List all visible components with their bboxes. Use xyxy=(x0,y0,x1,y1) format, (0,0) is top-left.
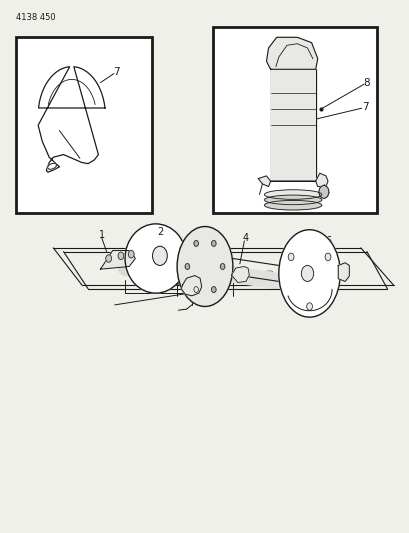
Text: 6: 6 xyxy=(324,236,330,246)
Text: 7: 7 xyxy=(113,67,120,77)
Bar xyxy=(270,69,315,181)
Ellipse shape xyxy=(264,195,321,205)
Circle shape xyxy=(288,253,293,261)
Text: 5: 5 xyxy=(185,263,191,272)
Circle shape xyxy=(128,251,134,258)
Circle shape xyxy=(118,252,124,260)
Text: 8: 8 xyxy=(363,78,369,87)
Circle shape xyxy=(211,240,216,246)
Polygon shape xyxy=(100,251,135,269)
Polygon shape xyxy=(266,37,317,69)
Polygon shape xyxy=(38,67,105,172)
Polygon shape xyxy=(231,266,249,282)
Circle shape xyxy=(318,185,328,198)
Bar xyxy=(16,37,151,213)
Text: 2: 2 xyxy=(156,227,163,237)
Circle shape xyxy=(301,265,313,281)
Text: A: A xyxy=(187,286,193,295)
Bar xyxy=(213,27,376,213)
Circle shape xyxy=(220,263,225,270)
Text: 7: 7 xyxy=(362,102,368,111)
Circle shape xyxy=(324,253,330,261)
Circle shape xyxy=(185,263,189,270)
Ellipse shape xyxy=(47,163,56,169)
Circle shape xyxy=(193,240,198,246)
Circle shape xyxy=(193,287,198,293)
Ellipse shape xyxy=(278,230,339,317)
Ellipse shape xyxy=(177,227,232,306)
Circle shape xyxy=(106,255,111,262)
Text: 1: 1 xyxy=(99,230,105,239)
Ellipse shape xyxy=(264,190,321,199)
Circle shape xyxy=(152,246,167,265)
Circle shape xyxy=(306,303,312,310)
Ellipse shape xyxy=(264,200,321,210)
Polygon shape xyxy=(181,276,201,296)
Polygon shape xyxy=(337,263,348,281)
Circle shape xyxy=(211,287,216,293)
Text: 4: 4 xyxy=(243,233,248,243)
Polygon shape xyxy=(258,173,327,187)
Text: 4138 450: 4138 450 xyxy=(16,13,56,21)
Ellipse shape xyxy=(125,224,186,293)
Text: 3: 3 xyxy=(208,232,213,242)
